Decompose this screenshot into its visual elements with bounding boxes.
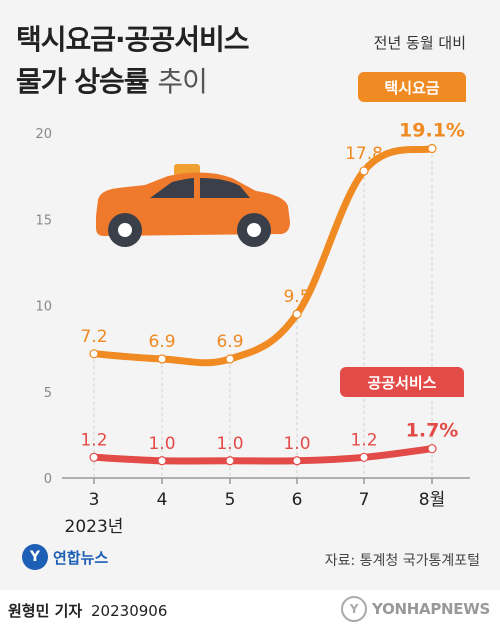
data-label-public-service: 1.7% bbox=[406, 420, 459, 442]
taxi-car-icon bbox=[96, 164, 290, 247]
series-line-public-service bbox=[90, 445, 436, 465]
point-public-service bbox=[89, 452, 99, 462]
watermark: Y YONHAPNEWS bbox=[341, 596, 490, 622]
point-taxi bbox=[292, 309, 302, 319]
x-year-label: 2023년 bbox=[65, 517, 124, 537]
point-public-service bbox=[225, 456, 235, 466]
point-taxi bbox=[359, 166, 369, 176]
data-label-taxi: 6.9 bbox=[216, 332, 243, 352]
x-tick-label: 7 bbox=[359, 490, 370, 510]
data-label-taxi: 9.5 bbox=[283, 287, 310, 307]
watermark-text: YONHAPNEWS bbox=[372, 600, 490, 618]
reporter-name: 원형민 기자 bbox=[8, 602, 83, 620]
y-tick-label: 15 bbox=[35, 213, 52, 228]
data-label-taxi: 19.1% bbox=[399, 120, 465, 142]
yonhap-logo: Y 연합뉴스 bbox=[22, 544, 108, 570]
data-label-public-service: 1.0 bbox=[283, 434, 310, 454]
data-label-public-service: 1.2 bbox=[80, 430, 107, 450]
source-note: 자료: 통계청 국가통계포털 bbox=[324, 553, 480, 569]
y-tick-label: 20 bbox=[35, 127, 52, 142]
yonhap-logo-text: 연합뉴스 bbox=[53, 548, 109, 567]
data-label-public-service: 1.0 bbox=[216, 434, 243, 454]
y-tick-label: 5 bbox=[44, 386, 52, 401]
x-tick-label: 5 bbox=[225, 490, 236, 510]
point-taxi bbox=[427, 143, 437, 154]
point-taxi bbox=[157, 354, 167, 364]
x-tick-label: 8월 bbox=[419, 490, 445, 510]
byline: 원형민 기자 20230906 bbox=[8, 600, 167, 621]
point-public-service bbox=[359, 452, 369, 462]
yonhap-logo-icon: Y bbox=[22, 544, 48, 570]
data-label-taxi: 6.9 bbox=[148, 332, 175, 352]
chart-title: 택시요금·공공서비스 bbox=[16, 23, 249, 56]
x-tick-label: 6 bbox=[292, 490, 303, 510]
point-taxi bbox=[225, 354, 235, 364]
data-label-taxi: 17.8 bbox=[345, 144, 383, 164]
y-tick-label: 0 bbox=[44, 472, 52, 487]
legend-taxi: 택시요금 bbox=[358, 72, 466, 102]
chart-title-line2: 물가 상승률 추이 bbox=[16, 60, 208, 100]
point-public-service bbox=[427, 444, 437, 454]
point-taxi bbox=[89, 349, 99, 359]
data-label-public-service: 1.0 bbox=[148, 434, 175, 454]
chart-card: 0 5 10 15 20 3 4 5 6 7 8월 2023년 7.2 6.9 6.9 9.5 17.8 19.… bbox=[0, 0, 500, 590]
line-chart: 0 5 10 15 20 3 4 5 6 7 8월 2023년 7.2 6.9 6.9 9.5 17.8 19.… bbox=[35, 120, 470, 537]
chart-subtitle: 전년 동월 대비 bbox=[373, 34, 466, 52]
chart-title-bold: 물가 상승률 bbox=[16, 65, 150, 98]
y-tick-label: 10 bbox=[35, 300, 52, 315]
point-public-service bbox=[157, 456, 167, 466]
chart-title-light: 추이 bbox=[157, 65, 208, 98]
x-tick-label: 3 bbox=[89, 490, 100, 510]
series-line-taxi bbox=[90, 145, 436, 367]
data-label-public-service: 1.2 bbox=[350, 430, 377, 450]
data-label-taxi: 7.2 bbox=[80, 327, 107, 347]
point-public-service bbox=[292, 456, 302, 466]
publish-date: 20230906 bbox=[91, 602, 168, 620]
legend-public-service: 공공서비스 bbox=[340, 367, 464, 397]
yonhap-watermark-icon: Y bbox=[341, 596, 368, 622]
x-tick-label: 4 bbox=[157, 490, 168, 510]
